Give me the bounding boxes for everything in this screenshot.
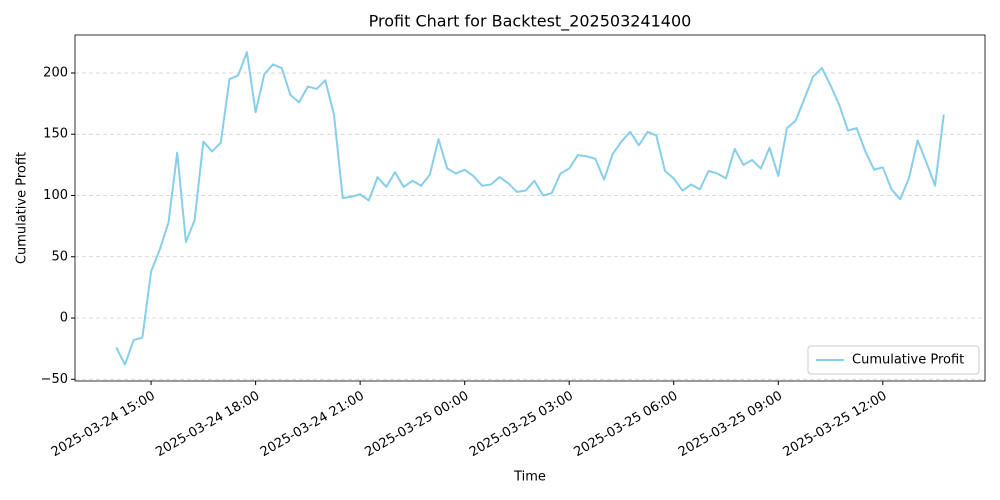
x-tick-label: 2025-03-25 06:00 [572, 389, 681, 461]
y-tick-label: 150 [43, 127, 68, 142]
x-tick-label: 2025-03-25 03:00 [467, 389, 576, 461]
x-tick-label: 2025-03-25 00:00 [362, 389, 471, 461]
x-tick-label: 2025-03-24 18:00 [153, 389, 262, 461]
y-tick-label: 100 [43, 188, 68, 203]
plot-frame [74, 34, 986, 382]
x-tick-label: 2025-03-25 12:00 [781, 389, 890, 461]
legend-label: Cumulative Profit [852, 353, 964, 368]
x-axis-label: Time [513, 470, 546, 485]
y-tick-label: −50 [41, 372, 68, 387]
y-tick-label: 0 [60, 311, 68, 326]
line [115, 51, 945, 366]
legend-box [807, 345, 980, 375]
y-tick-label: 200 [43, 65, 68, 80]
x-tick-label: 2025-03-25 09:00 [676, 389, 785, 461]
chart-title: Profit Chart for Backtest_202503241400 [369, 12, 692, 32]
x-tick-label: 2025-03-24 21:00 [258, 389, 367, 461]
y-axis-label: Cumulative Profit [15, 152, 30, 264]
x-tick-label: 2025-03-24 15:00 [49, 389, 158, 461]
y-tick-label: 50 [51, 249, 68, 264]
